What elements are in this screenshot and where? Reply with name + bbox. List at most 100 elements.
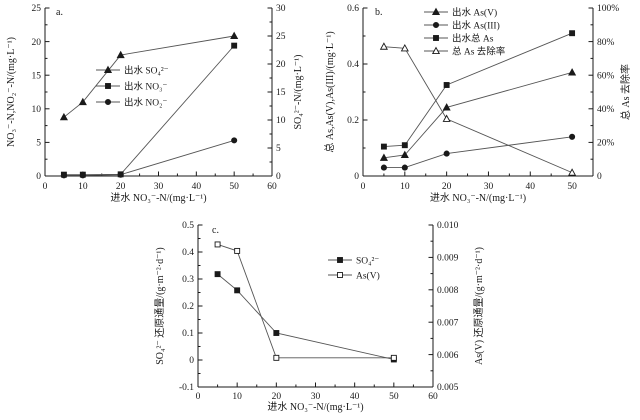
legend-label: 出水 NO₃⁻ <box>124 80 167 92</box>
x-tick-label: 30 <box>154 182 164 192</box>
left-tick-label: 0 <box>189 356 194 366</box>
left-tick-label: 10 <box>32 105 42 115</box>
legend: 出水 SO₄²⁻ 出水 NO₃⁻ 出水 NO₂⁻ <box>96 64 169 108</box>
panel-label: a. <box>56 7 63 18</box>
marker-square-filled <box>433 35 439 41</box>
x-tick-label: 50 <box>567 182 577 192</box>
marker-triangle-filled <box>568 68 577 76</box>
x-axis-title: 进水 NO₃⁻-N/(mg·L⁻¹) <box>267 401 363 413</box>
marker-triangle-open <box>431 46 441 55</box>
right-axis-title: SO₄²⁻-N/(mg·L⁻¹) <box>293 54 304 129</box>
right-axis-title: 总 As 去除率 <box>619 64 632 120</box>
chart-panel-b: 0 10 20 30 40 50 0 0.2 0.4 0.6 0 20% 40% 60% 80% 100% 进水… <box>323 4 632 204</box>
right-tick-label: 0 <box>276 172 281 182</box>
marker-square-filled <box>443 82 450 88</box>
marker-square-filled <box>231 42 238 49</box>
marker-circle-filled <box>401 164 408 171</box>
marker-square-filled <box>105 83 111 89</box>
x-tick-label: 30 <box>311 392 321 402</box>
left-tick-label: 0.4 <box>182 248 194 258</box>
left-tick-label: 0.1 <box>182 329 194 339</box>
legend-label: 出水 NO₂⁻ <box>124 96 167 108</box>
marker-triangle-filled <box>442 103 451 111</box>
left-tick-label: 15 <box>32 71 42 81</box>
left-tick-label: 0.6 <box>347 4 359 14</box>
right-tick-label: 0.005 <box>437 383 459 393</box>
left-tick-label: 5 <box>36 139 41 149</box>
legend: 出水 As(V)出水 As(III)出水总 As总 As 去除率 <box>424 6 506 57</box>
legend-label: 总 As 去除率 <box>452 45 506 57</box>
marker-circle-filled <box>231 137 238 144</box>
x-axis-title: 进水 NO₃⁻-N/(mg·L⁻¹) <box>110 192 206 204</box>
right-tick-label: 80% <box>597 38 615 48</box>
x-axis-title: 进水 NO₃⁻-N/(mg·L⁻¹) <box>430 192 526 204</box>
marker-triangle-filled <box>59 112 68 121</box>
marker-circle-filled <box>117 171 124 178</box>
right-tick-label: 100% <box>597 4 619 14</box>
left-tick-label: 0 <box>36 172 41 182</box>
marker-triangle-open <box>379 42 388 50</box>
right-tick-label: 10 <box>276 116 286 126</box>
series-line <box>217 244 394 359</box>
legend-label: 出水 SO₄²⁻ <box>124 64 169 76</box>
legend: SO₄²⁻ As(V) <box>328 256 380 281</box>
x-tick-label: 20 <box>442 182 452 192</box>
right-tick-label: 0.009 <box>437 254 459 264</box>
x-tick-label: 30 <box>484 182 494 192</box>
series-line <box>217 273 394 360</box>
right-tick-label: 25 <box>276 32 286 42</box>
legend-label: 出水 As(III) <box>452 19 500 31</box>
left-tick-label: 0.4 <box>347 60 359 70</box>
x-tick-label: 50 <box>229 182 239 192</box>
right-tick-label: 15 <box>276 88 286 98</box>
left-tick-label: 0.3 <box>182 275 194 285</box>
marker-square-open <box>214 241 221 248</box>
left-tick-label: 20 <box>32 38 42 48</box>
marker-circle-filled <box>79 172 86 179</box>
series-line <box>63 139 235 176</box>
left-tick-label: 0.2 <box>347 116 359 126</box>
marker-square-filled <box>569 30 576 37</box>
marker-circle-filled <box>443 150 450 157</box>
left-axis-title: NO₃⁻-N,NO₂⁻-N/(mg·L⁻¹) <box>6 37 17 147</box>
marker-triangle-open <box>400 43 409 52</box>
marker-triangle-open <box>442 114 451 122</box>
marker-square-open <box>234 247 241 254</box>
marker-square-open <box>337 272 343 278</box>
marker-square-open <box>390 354 397 361</box>
series-line <box>63 45 235 176</box>
marker-square-filled <box>214 271 221 278</box>
marker-circle-filled <box>60 172 67 179</box>
right-tick-label: 20% <box>597 139 615 149</box>
x-tick-label: 50 <box>389 392 399 402</box>
marker-triangle-filled <box>78 97 87 106</box>
x-tick-label: 60 <box>267 182 277 192</box>
series-line <box>63 35 235 118</box>
right-tick-label: 60% <box>597 71 615 81</box>
marker-triangle-filled <box>116 50 125 59</box>
legend-label: 出水总 As <box>452 32 494 44</box>
series-line <box>383 32 573 148</box>
marker-triangle-filled <box>379 153 388 161</box>
marker-triangle-filled <box>103 65 113 74</box>
x-tick-label: 40 <box>350 392 360 402</box>
marker-square-open <box>273 354 280 361</box>
x-tick-label: 40 <box>526 182 536 192</box>
marker-square-filled <box>380 143 387 150</box>
marker-square-filled <box>337 257 343 263</box>
x-tick-label: 60 <box>428 392 438 402</box>
legend-label: As(V) <box>356 270 380 281</box>
x-tick-label: 10 <box>78 182 88 192</box>
right-tick-label: 0.008 <box>437 286 459 296</box>
x-tick-label: 10 <box>232 392 242 402</box>
marker-square-filled <box>401 142 408 149</box>
right-tick-label: 5 <box>276 144 281 154</box>
right-tick-label: 0.006 <box>437 351 459 361</box>
marker-square-filled <box>234 287 241 294</box>
right-axis-title: As(V) 还原通量/(g·m⁻²·d⁻¹) <box>473 247 485 365</box>
marker-triangle-filled <box>431 7 441 16</box>
legend-label: 出水 As(V) <box>452 6 497 18</box>
